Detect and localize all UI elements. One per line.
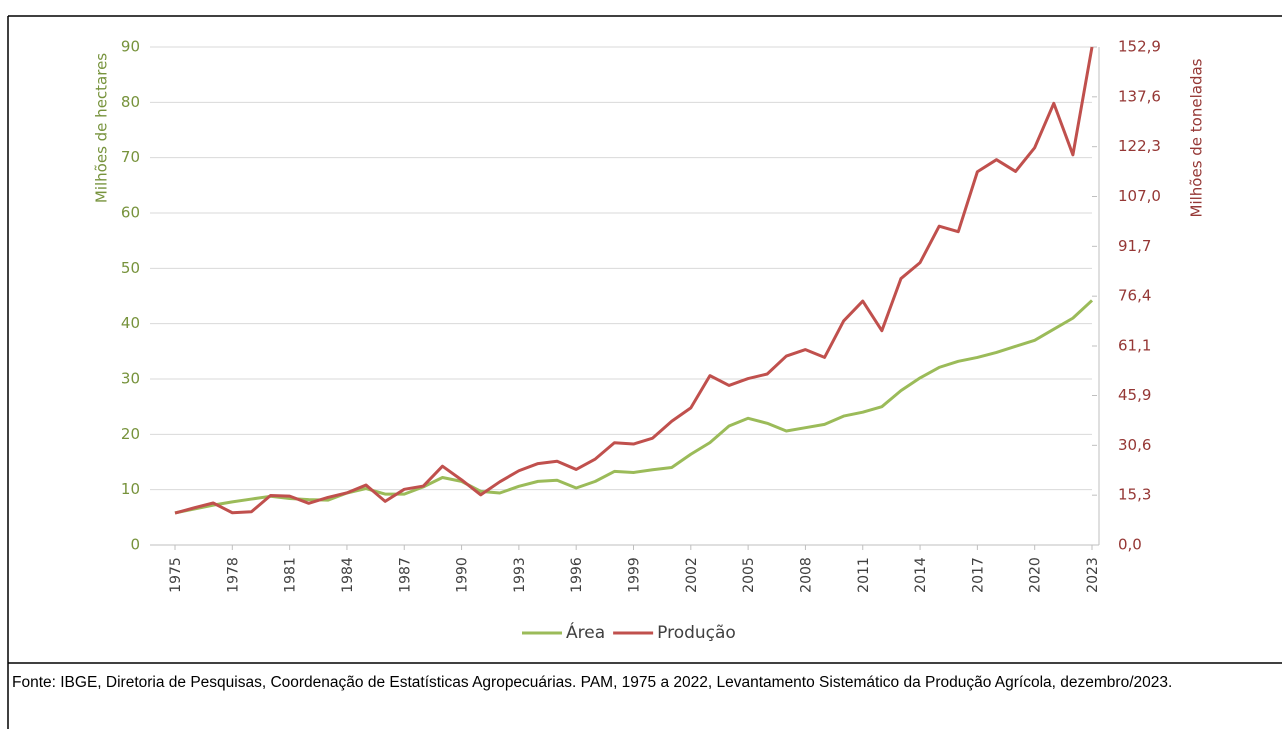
x-tick-label: 2023 — [1085, 557, 1101, 593]
y2-tick-label: 0,0 — [1118, 536, 1142, 554]
x-tick-label: 1993 — [512, 557, 528, 593]
x-tick-label: 2014 — [913, 557, 929, 593]
y2-tick-label: 152,9 — [1118, 38, 1161, 56]
x-tick-label: 2020 — [1028, 557, 1044, 593]
x-tick-label: 2002 — [684, 557, 700, 593]
y-tick-label: 70 — [121, 148, 140, 166]
y2-tick-label: 76,4 — [1118, 287, 1151, 305]
x-tick-label: 2008 — [798, 557, 814, 593]
y2-tick-label: 61,1 — [1118, 336, 1151, 354]
x-tick-label: 1996 — [569, 557, 585, 593]
y-tick-label: 30 — [121, 370, 140, 388]
y-tick-label: 60 — [121, 204, 140, 222]
y-tick-label: 40 — [121, 314, 140, 332]
y2-tick-label: 30,6 — [1118, 436, 1151, 454]
series-line — [174, 299, 1094, 515]
y-tick-label: 20 — [121, 425, 140, 443]
x-tick-label: 2005 — [741, 557, 757, 593]
y-tick-label: 80 — [121, 93, 140, 111]
y-tick-label: 50 — [121, 259, 140, 277]
x-tick-label: 1978 — [225, 557, 241, 593]
legend-label: Área — [566, 621, 605, 643]
x-tick-label: 1981 — [283, 557, 299, 593]
legend-label: Produção — [657, 623, 736, 643]
x-tick-label: 1987 — [397, 557, 413, 593]
y-tick-label: 10 — [121, 480, 140, 498]
y2-tick-label: 91,7 — [1118, 237, 1151, 255]
series-line — [174, 46, 1094, 515]
x-tick-label: 1990 — [455, 557, 471, 593]
y2-tick-label: 107,0 — [1118, 187, 1161, 205]
x-tick-label: 1975 — [168, 557, 184, 593]
y-tick-label: 0 — [130, 536, 140, 554]
x-tick-label: 2017 — [970, 557, 986, 593]
y2-tick-label: 137,6 — [1118, 87, 1161, 105]
x-tick-label: 2011 — [856, 557, 872, 593]
y2-tick-label: 45,9 — [1118, 386, 1151, 404]
x-tick-label: 1984 — [340, 557, 356, 593]
y2-axis-label: Milhões de toneladas — [1188, 58, 1206, 217]
footnote: Fonte: IBGE, Diretoria de Pesquisas, Coo… — [12, 674, 1173, 691]
y-axis-label: Milhões de hectares — [93, 53, 111, 203]
y2-tick-label: 15,3 — [1118, 486, 1151, 504]
x-tick-label: 1999 — [627, 557, 643, 593]
y2-tick-label: 122,3 — [1118, 137, 1161, 155]
y-tick-label: 90 — [121, 38, 140, 56]
